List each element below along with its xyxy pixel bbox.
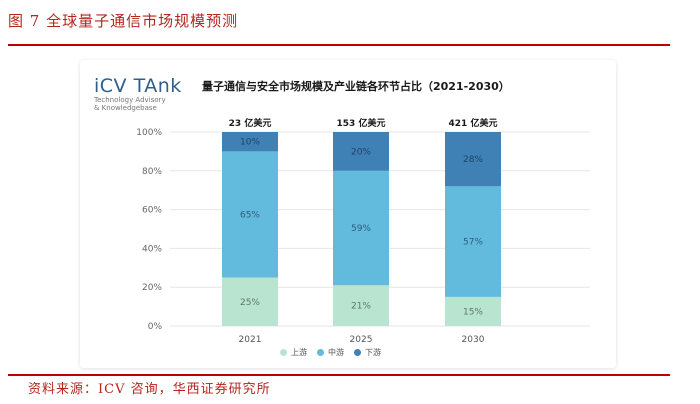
bar-segment	[445, 132, 501, 187]
legend-label-upstream: 上游	[291, 348, 307, 357]
bar-segment	[222, 151, 278, 278]
legend-swatch-downstream	[354, 349, 361, 356]
x-tick-label: 2021	[239, 335, 262, 345]
source-note: 资料来源：ICV 咨询，华西证券研究所	[28, 382, 271, 397]
logo-subtitle-2: & Knowledgebase	[94, 104, 157, 112]
stacked-bar-chart: 0% 20% 40% 60% 80% 100% 25% 65% 10% 21% 59% 20% 15%…	[136, 117, 590, 345]
legend-item-midstream: 中游	[317, 347, 344, 358]
y-tick-label: 60%	[142, 206, 162, 216]
chart-title: 量子通信与安全市场规模及产业链各环节占比（2021-2030）	[202, 80, 510, 93]
x-tick-label: 2025	[350, 335, 373, 345]
y-tick-label: 0%	[148, 322, 163, 332]
legend-item-upstream: 上游	[280, 347, 307, 358]
legend-item-downstream: 下游	[354, 347, 381, 358]
y-tick-label: 100%	[136, 128, 162, 138]
icv-tank-logo: iCV TAnk Technology Advisory & Knowledge…	[94, 76, 204, 112]
top-rule	[8, 44, 670, 46]
bar-segment	[222, 132, 278, 152]
legend-label-midstream: 中游	[328, 348, 344, 357]
bar-segment	[333, 170, 389, 286]
total-label: 153 亿美元	[337, 117, 386, 129]
bar-segment	[333, 285, 389, 326]
logo-subtitle-1: Technology Advisory	[94, 96, 166, 104]
bottom-rule	[8, 374, 670, 376]
data-label: 25%	[240, 298, 260, 308]
data-label: 20%	[351, 147, 371, 157]
data-label: 15%	[463, 307, 483, 317]
y-tick-label: 80%	[142, 167, 162, 177]
data-label: 21%	[351, 302, 371, 312]
legend-swatch-upstream	[280, 349, 287, 356]
total-label: 421 亿美元	[449, 117, 498, 129]
total-label: 23 亿美元	[229, 117, 272, 129]
data-label: 28%	[463, 155, 483, 165]
figure-title: 图 7 全球量子通信市场规模预测	[8, 12, 239, 30]
logo-text: iCV TAnk	[94, 75, 182, 97]
bar-segment	[445, 186, 501, 297]
data-label: 59%	[351, 224, 371, 234]
data-label: 65%	[240, 210, 260, 220]
legend: 上游 中游 下游	[280, 347, 381, 358]
bar-segment	[445, 296, 501, 326]
x-tick-label: 2030	[462, 335, 485, 345]
data-label: 10%	[240, 138, 260, 148]
bar-segment	[333, 132, 389, 171]
chart-panel: iCV TAnk Technology Advisory & Knowledge…	[80, 60, 616, 368]
legend-label-downstream: 下游	[365, 348, 381, 357]
data-label: 57%	[463, 238, 483, 248]
bar-segment	[222, 277, 278, 326]
legend-swatch-midstream	[317, 349, 324, 356]
y-tick-label: 20%	[142, 283, 162, 293]
y-tick-label: 40%	[142, 244, 162, 254]
